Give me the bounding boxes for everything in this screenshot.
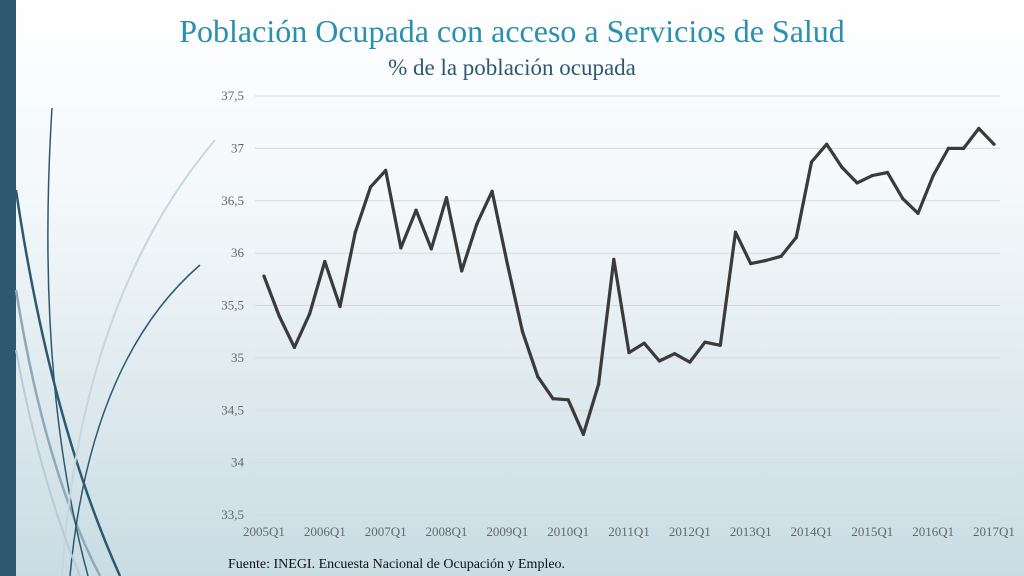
deco-curve-2	[14, 289, 102, 576]
data-point	[612, 257, 616, 262]
source-note: Fuente: INEGI. Encuesta Nacional de Ocup…	[228, 557, 566, 572]
data-point	[399, 246, 403, 250]
x-tick-label: 2014Q1	[791, 524, 833, 539]
data-point	[353, 230, 357, 234]
decorative-curves	[14, 107, 216, 576]
x-tick-label: 2017Q1	[973, 524, 1015, 539]
x-tick-label: 2011Q1	[608, 524, 649, 539]
data-point	[688, 360, 692, 364]
data-point	[627, 351, 631, 355]
data-point	[703, 340, 707, 344]
y-axis-ticks: 33,5 34 34,5 35 35,5 36 36,5 37 37,5	[221, 88, 244, 522]
data-point	[840, 165, 844, 169]
data-point	[460, 269, 464, 273]
x-tick-label: 2009Q1	[486, 524, 528, 539]
data-point	[749, 262, 753, 266]
y-tick-label: 37,5	[221, 88, 244, 103]
slide-subtitle: % de la población ocupada	[388, 55, 636, 80]
x-tick-label: 2008Q1	[426, 524, 468, 539]
data-point	[414, 208, 418, 212]
x-tick-label: 2005Q1	[243, 524, 285, 539]
slide-title: Población Ocupada con acceso a Servicios…	[179, 13, 845, 49]
data-point	[277, 314, 281, 318]
data-point	[536, 375, 540, 379]
x-axis-ticks: 2005Q1 2006Q1 2007Q1 2008Q1 2009Q1 2010Q1 2011…	[243, 524, 1015, 539]
data-point	[809, 160, 814, 164]
y-tick-label: 35,5	[221, 298, 244, 313]
y-tick-label: 34,5	[221, 402, 244, 417]
y-tick-label: 35	[231, 350, 244, 365]
x-tick-label: 2010Q1	[547, 524, 589, 539]
left-accent-bar	[0, 0, 16, 576]
data-point	[885, 170, 890, 175]
data-point	[596, 382, 601, 386]
x-tick-label: 2013Q1	[730, 524, 772, 539]
data-point	[262, 274, 266, 278]
data-point	[384, 168, 388, 172]
series-layer	[262, 126, 996, 436]
data-point	[566, 398, 570, 402]
data-point	[292, 345, 297, 349]
data-point	[825, 142, 829, 146]
data-point	[901, 197, 905, 201]
data-point	[323, 259, 327, 264]
data-point	[338, 304, 342, 309]
x-tick-label: 2015Q1	[851, 524, 893, 539]
data-point	[308, 312, 312, 316]
data-point	[505, 262, 509, 266]
data-point	[657, 359, 662, 363]
data-point	[794, 235, 798, 240]
data-point	[961, 146, 966, 150]
data-point	[779, 254, 783, 258]
x-tick-label: 2016Q1	[912, 524, 954, 539]
data-point	[931, 174, 935, 178]
data-point	[870, 174, 874, 178]
deco-curve-5	[61, 139, 216, 576]
data-point	[992, 142, 996, 146]
y-tick-label: 33,5	[221, 507, 244, 522]
data-point	[551, 397, 555, 401]
grid-lines	[255, 95, 1000, 516]
data-point	[946, 146, 950, 150]
x-tick-label: 2012Q1	[669, 524, 711, 539]
data-point	[490, 189, 494, 193]
deco-curve-1	[14, 189, 122, 576]
y-tick-label: 34	[231, 455, 245, 470]
deco-curve-6	[15, 349, 81, 576]
series-line	[262, 126, 996, 436]
data-point	[581, 432, 585, 436]
data-point	[520, 330, 525, 334]
x-tick-label: 2006Q1	[304, 524, 346, 539]
data-point	[475, 222, 479, 226]
data-point	[368, 185, 373, 189]
data-point	[642, 341, 646, 345]
data-point	[977, 126, 981, 131]
data-point	[916, 211, 920, 215]
deco-curve-3	[47, 107, 89, 576]
data-point	[673, 352, 677, 356]
y-tick-label: 36,5	[221, 193, 244, 208]
data-point	[733, 230, 738, 234]
data-point	[855, 181, 859, 185]
deco-curve-4	[69, 264, 201, 576]
x-tick-label: 2007Q1	[365, 524, 407, 539]
y-tick-label: 37	[231, 140, 245, 155]
data-point	[718, 343, 722, 347]
data-point	[764, 258, 768, 263]
y-tick-label: 36	[231, 245, 245, 260]
data-point	[444, 196, 449, 200]
data-point	[429, 247, 433, 251]
